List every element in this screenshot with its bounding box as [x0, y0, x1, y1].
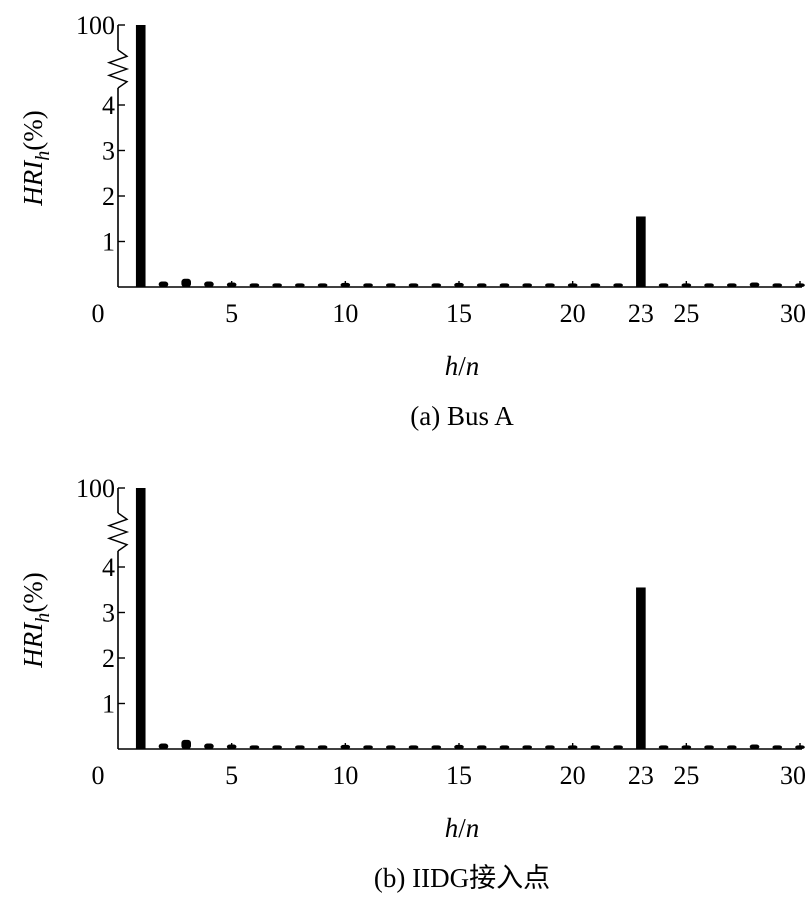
x-tick-label: 20	[560, 761, 586, 790]
x-tick-label: 5	[225, 761, 238, 790]
x-tick-label: 10	[332, 299, 358, 328]
bar-h12	[386, 745, 396, 749]
x-tick-label: 23	[628, 761, 654, 790]
y-tick-label: 1	[102, 690, 115, 719]
bar-h18	[522, 283, 532, 287]
bar-h7	[272, 283, 282, 287]
bar-h26	[704, 283, 714, 287]
bar-h29	[772, 745, 783, 749]
bar-h28	[749, 744, 760, 749]
y-tick-label: 2	[102, 644, 115, 673]
y-axis-break-zigzag	[106, 49, 130, 89]
bar-h28	[749, 282, 760, 287]
bar-h24	[658, 745, 669, 749]
x-tick-label: 20	[560, 299, 586, 328]
bar-h23	[636, 587, 646, 749]
bar-h11	[363, 745, 373, 749]
bar-h16	[476, 745, 487, 749]
bar-h21	[590, 745, 601, 749]
bar-h7	[272, 745, 282, 749]
x-tick-label: 10	[332, 761, 358, 790]
bar-h27	[727, 283, 737, 287]
bar-h17	[499, 283, 510, 287]
bar-h2	[158, 743, 169, 749]
bar-h13	[408, 745, 419, 749]
bar-h23	[636, 216, 646, 287]
x-tick-label: 25	[673, 761, 699, 790]
bar-h8	[295, 283, 305, 287]
x-axis-title: h/n	[445, 813, 480, 843]
bar-h8	[295, 745, 305, 749]
bar-h14	[431, 283, 442, 287]
bar-h22	[613, 745, 623, 749]
bar-h3	[181, 278, 191, 287]
x-axis-title: h/n	[445, 351, 480, 381]
bar-h3	[181, 739, 191, 749]
bar-h19	[545, 283, 555, 287]
bar-h17	[499, 745, 510, 749]
y-tick-label: 100	[76, 474, 115, 503]
bar-h1	[135, 488, 146, 749]
x-tick-label: 15	[446, 761, 472, 790]
bar-h18	[522, 745, 532, 749]
chart-caption: (b) IIDG接入点	[374, 863, 550, 893]
chart-caption: (a) Bus A	[410, 401, 514, 431]
y-tick-label: 4	[102, 91, 115, 120]
bar-h1	[135, 25, 146, 287]
y-axis-title: HRIh(%)	[18, 110, 54, 206]
bar-h12	[386, 283, 396, 287]
bar-h16	[476, 283, 487, 287]
bar-h2	[158, 281, 169, 287]
bar-h11	[363, 283, 373, 287]
x-tick-label: 30	[780, 761, 806, 790]
y-tick-label: 3	[102, 137, 115, 166]
bar-h9	[317, 745, 328, 749]
y-tick-label: 4	[102, 553, 115, 582]
y-axis-break-zigzag	[106, 512, 130, 552]
bar-h24	[658, 283, 669, 287]
bar-h4	[204, 281, 214, 287]
bar-h22	[613, 283, 623, 287]
bar-h19	[545, 745, 555, 749]
bar-h27	[727, 745, 737, 749]
bar-h14	[431, 745, 442, 749]
bar-h26	[704, 745, 714, 749]
y-tick-label: 100	[76, 11, 115, 40]
bar-h6	[249, 283, 260, 287]
x-tick-label: 5	[225, 299, 238, 328]
bar-h29	[772, 283, 783, 287]
x-tick-label: 15	[446, 299, 472, 328]
bar-h21	[590, 283, 601, 287]
bar-h9	[317, 283, 328, 287]
x-tick-label: 23	[628, 299, 654, 328]
x-tick-label: 0	[92, 761, 105, 790]
y-tick-label: 3	[102, 599, 115, 628]
y-tick-label: 1	[102, 228, 115, 257]
bar-h4	[204, 743, 214, 749]
x-tick-label: 0	[92, 299, 105, 328]
y-tick-label: 2	[102, 182, 115, 211]
x-tick-label: 25	[673, 299, 699, 328]
x-tick-label: 30	[780, 299, 806, 328]
bar-h6	[249, 745, 260, 749]
y-axis-title: HRIh(%)	[18, 572, 54, 668]
bar-h13	[408, 283, 419, 287]
